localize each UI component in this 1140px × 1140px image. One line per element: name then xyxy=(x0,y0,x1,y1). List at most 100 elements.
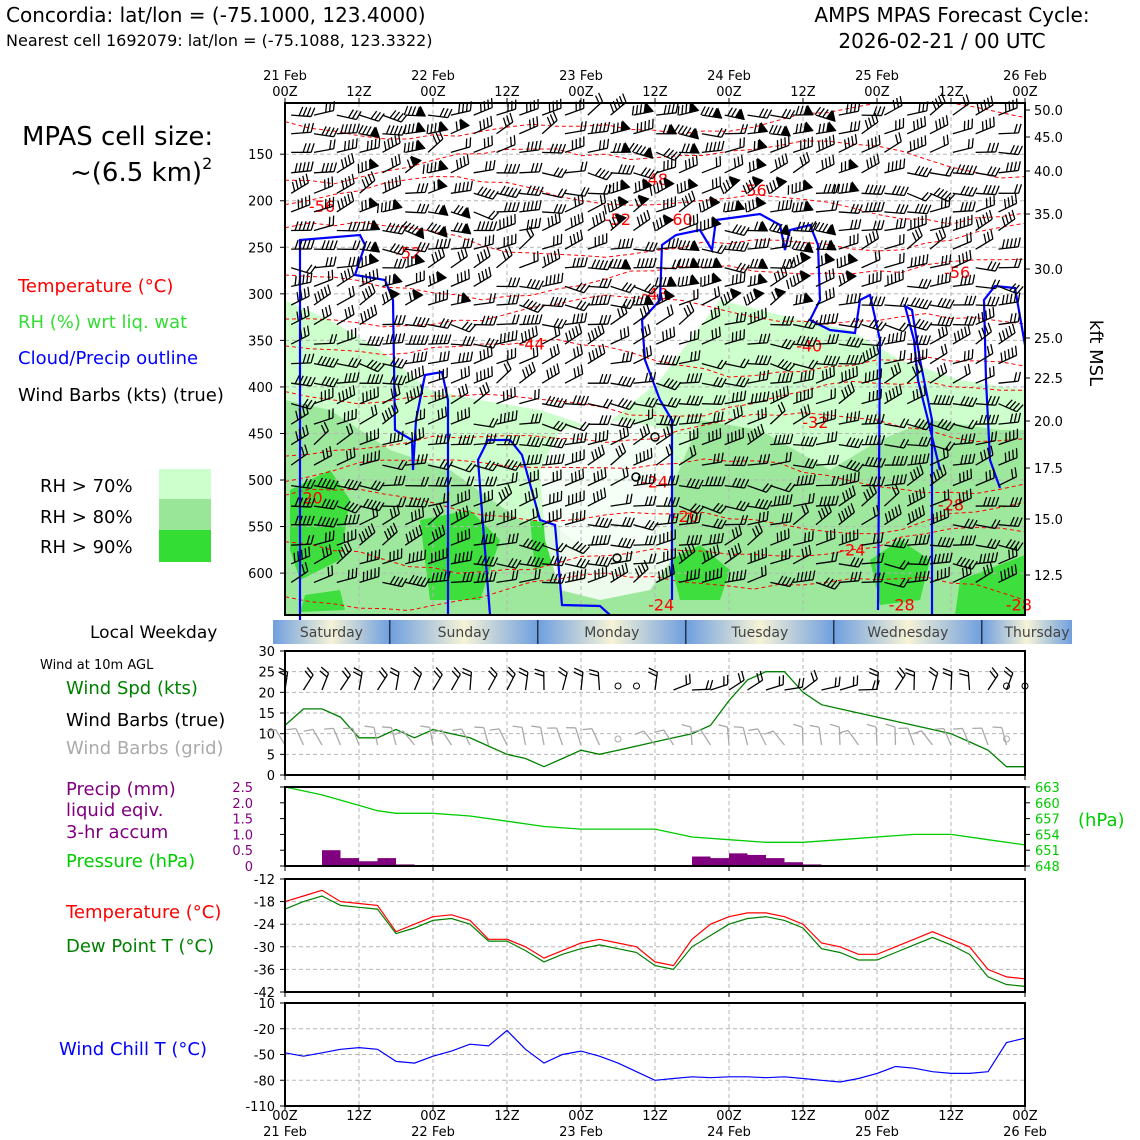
barb-feather xyxy=(390,667,400,673)
barb-feather xyxy=(856,529,859,539)
barb-staff xyxy=(656,112,677,116)
barb-feather xyxy=(345,450,349,461)
barb-feather xyxy=(785,372,790,383)
barb-feather xyxy=(423,408,426,419)
barb-feather xyxy=(445,387,448,397)
barb-feather xyxy=(917,217,920,227)
barb-feather xyxy=(635,454,638,464)
wind-barb xyxy=(313,162,338,174)
barb-feather xyxy=(797,678,801,688)
barb-feather xyxy=(721,532,724,543)
barb-feather xyxy=(462,552,465,562)
wind-barb xyxy=(975,414,1000,425)
barb-feather xyxy=(652,242,658,252)
barb-feather xyxy=(749,258,755,269)
barb-feather xyxy=(381,726,392,729)
barb-feather xyxy=(667,496,672,507)
barb-feather xyxy=(506,360,512,370)
barb-feather xyxy=(776,532,779,543)
wind-barb xyxy=(450,335,476,347)
barb-feather xyxy=(443,476,448,487)
barb-feather xyxy=(441,247,446,257)
barb-feather xyxy=(648,671,658,677)
wind-barb xyxy=(952,249,972,269)
barb-feather xyxy=(850,219,854,230)
barb-feather xyxy=(481,315,486,325)
barb-feather xyxy=(713,394,718,405)
barb-staff xyxy=(884,126,904,135)
barb-feather xyxy=(432,135,438,145)
wind-barb xyxy=(382,110,408,123)
barb-feather xyxy=(469,137,472,147)
wind-barb xyxy=(610,550,633,565)
wind-barb xyxy=(427,129,444,153)
barb-feather xyxy=(370,110,378,120)
barb-feather xyxy=(964,365,968,376)
barb-feather xyxy=(460,207,468,216)
barb-feather xyxy=(892,388,896,398)
barb-feather xyxy=(943,490,946,501)
barb-feather xyxy=(962,471,965,482)
barb-feather xyxy=(352,256,356,267)
wind-barb xyxy=(884,158,906,174)
barb-feather xyxy=(853,102,857,113)
barb-feather xyxy=(369,389,372,400)
wind-barb xyxy=(998,193,1018,213)
barb-feather xyxy=(536,116,539,126)
barb-feather xyxy=(621,376,628,386)
barb-feather xyxy=(991,185,996,195)
barb-feather xyxy=(409,156,415,167)
barb-feather xyxy=(869,157,873,168)
barb-feather xyxy=(302,123,307,134)
barb-feather xyxy=(591,350,596,360)
barb-feather xyxy=(416,316,422,327)
barb-feather xyxy=(470,336,476,346)
barb-feather xyxy=(488,670,496,679)
barb-staff xyxy=(861,304,882,307)
wind-barb xyxy=(450,434,475,446)
barb-feather xyxy=(876,369,879,380)
wind-barb xyxy=(701,244,727,255)
barb-feather xyxy=(522,538,530,547)
barb-feather xyxy=(599,278,604,288)
wind-barb xyxy=(313,215,335,232)
barb-feather xyxy=(807,531,810,542)
barb-feather xyxy=(991,296,996,306)
wind-barb-grid xyxy=(547,727,564,746)
barb-feather xyxy=(576,395,582,405)
barb-feather xyxy=(744,124,749,134)
barb-feather xyxy=(553,274,556,284)
barb-feather xyxy=(341,670,349,679)
barb-feather xyxy=(691,729,701,733)
barb-feather xyxy=(295,431,299,441)
barb-feather xyxy=(807,389,809,399)
barb-feather xyxy=(393,223,400,233)
barb-feather xyxy=(305,173,309,184)
wind-barb xyxy=(952,453,976,466)
wind-barb xyxy=(907,214,927,232)
wind-barb xyxy=(631,294,655,306)
wind-barb xyxy=(673,124,700,140)
barb-feather xyxy=(597,446,602,457)
barb-feather xyxy=(579,100,581,110)
wind-barb xyxy=(975,552,999,565)
barb-feather xyxy=(983,449,987,460)
barb-staff xyxy=(838,227,859,232)
barb-feather xyxy=(434,204,441,214)
barb-feather xyxy=(515,410,518,420)
wind-barb xyxy=(633,495,657,507)
weekday-label: Monday xyxy=(584,625,639,641)
barb-feather xyxy=(298,239,303,250)
barb-feather xyxy=(532,508,535,519)
barb-feather xyxy=(671,513,675,524)
barb-feather xyxy=(447,334,452,344)
barb-feather xyxy=(762,454,767,464)
wind-barb xyxy=(838,336,864,348)
barb-feather xyxy=(579,511,582,521)
wind-barb xyxy=(519,217,542,232)
wind-barb xyxy=(496,135,516,153)
barb-feather xyxy=(490,666,498,675)
barb-feather xyxy=(803,122,807,133)
barb-feather xyxy=(619,329,623,340)
barb-feather xyxy=(493,476,498,486)
